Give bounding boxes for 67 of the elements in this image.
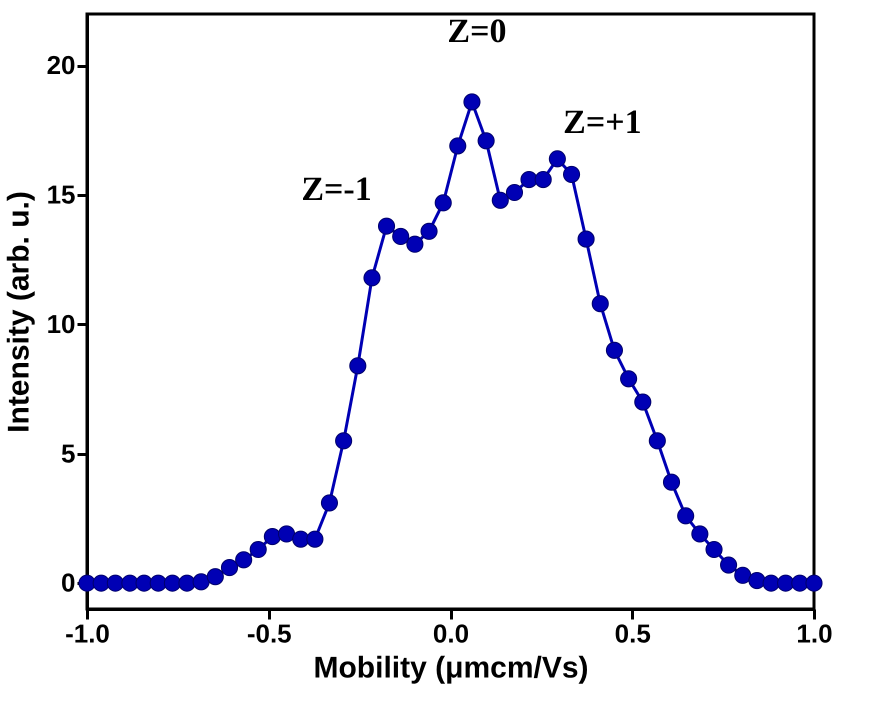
point — [406, 236, 424, 253]
point — [805, 574, 823, 592]
x-tick-label: 0.5 — [614, 618, 651, 648]
point — [306, 530, 324, 548]
point — [150, 574, 167, 592]
point — [449, 137, 466, 154]
point — [92, 574, 110, 592]
point — [606, 342, 623, 359]
point — [178, 574, 196, 592]
point — [520, 171, 538, 188]
point — [192, 573, 210, 590]
point — [691, 525, 708, 543]
point — [264, 528, 281, 546]
point — [320, 494, 338, 512]
point — [235, 551, 252, 568]
point — [250, 540, 267, 558]
point — [634, 393, 652, 411]
x-tick-label: -1.0 — [65, 618, 110, 648]
point — [748, 572, 766, 590]
y-tick-label: 10 — [46, 308, 76, 339]
point — [335, 432, 352, 450]
point — [220, 559, 238, 576]
point — [478, 132, 495, 150]
annotation: Z=-1 — [301, 171, 372, 208]
point — [662, 474, 680, 491]
point — [762, 574, 780, 592]
y-axis-title: Intensity (arb. u.) — [2, 191, 36, 433]
point — [648, 432, 666, 450]
point — [106, 574, 124, 592]
x-axis-title: Mobility (μmcm/Vs) — [313, 652, 589, 684]
x-tick-label: 1.0 — [796, 618, 833, 648]
point — [791, 574, 808, 592]
point — [121, 574, 138, 592]
point — [578, 230, 595, 248]
point — [534, 171, 552, 188]
point — [78, 574, 96, 592]
point — [620, 370, 638, 388]
point — [164, 574, 181, 592]
y-tick-label: 20 — [46, 50, 76, 80]
point — [378, 218, 396, 235]
point — [136, 574, 153, 592]
point — [206, 568, 224, 586]
point — [420, 222, 438, 240]
point — [463, 93, 481, 111]
point — [434, 194, 452, 212]
point — [349, 357, 366, 374]
point — [677, 507, 694, 524]
x-tick-label: -0.5 — [246, 618, 292, 648]
point — [592, 295, 609, 312]
annotation: Z=0 — [447, 12, 506, 50]
point — [777, 574, 794, 592]
point — [562, 166, 580, 183]
y-tick-label: 15 — [46, 180, 76, 210]
y-tick-label: 0 — [61, 568, 76, 598]
x-tick-label: 0.0 — [432, 618, 470, 648]
point — [548, 150, 566, 168]
point — [363, 269, 381, 286]
point — [492, 192, 509, 209]
point — [720, 556, 738, 574]
point — [705, 540, 723, 558]
point — [292, 530, 310, 548]
point — [278, 525, 296, 543]
y-tick-label: 5 — [61, 438, 76, 468]
point — [734, 566, 752, 584]
point — [392, 228, 410, 246]
annotation: Z=+1 — [563, 104, 642, 141]
point — [506, 184, 524, 202]
